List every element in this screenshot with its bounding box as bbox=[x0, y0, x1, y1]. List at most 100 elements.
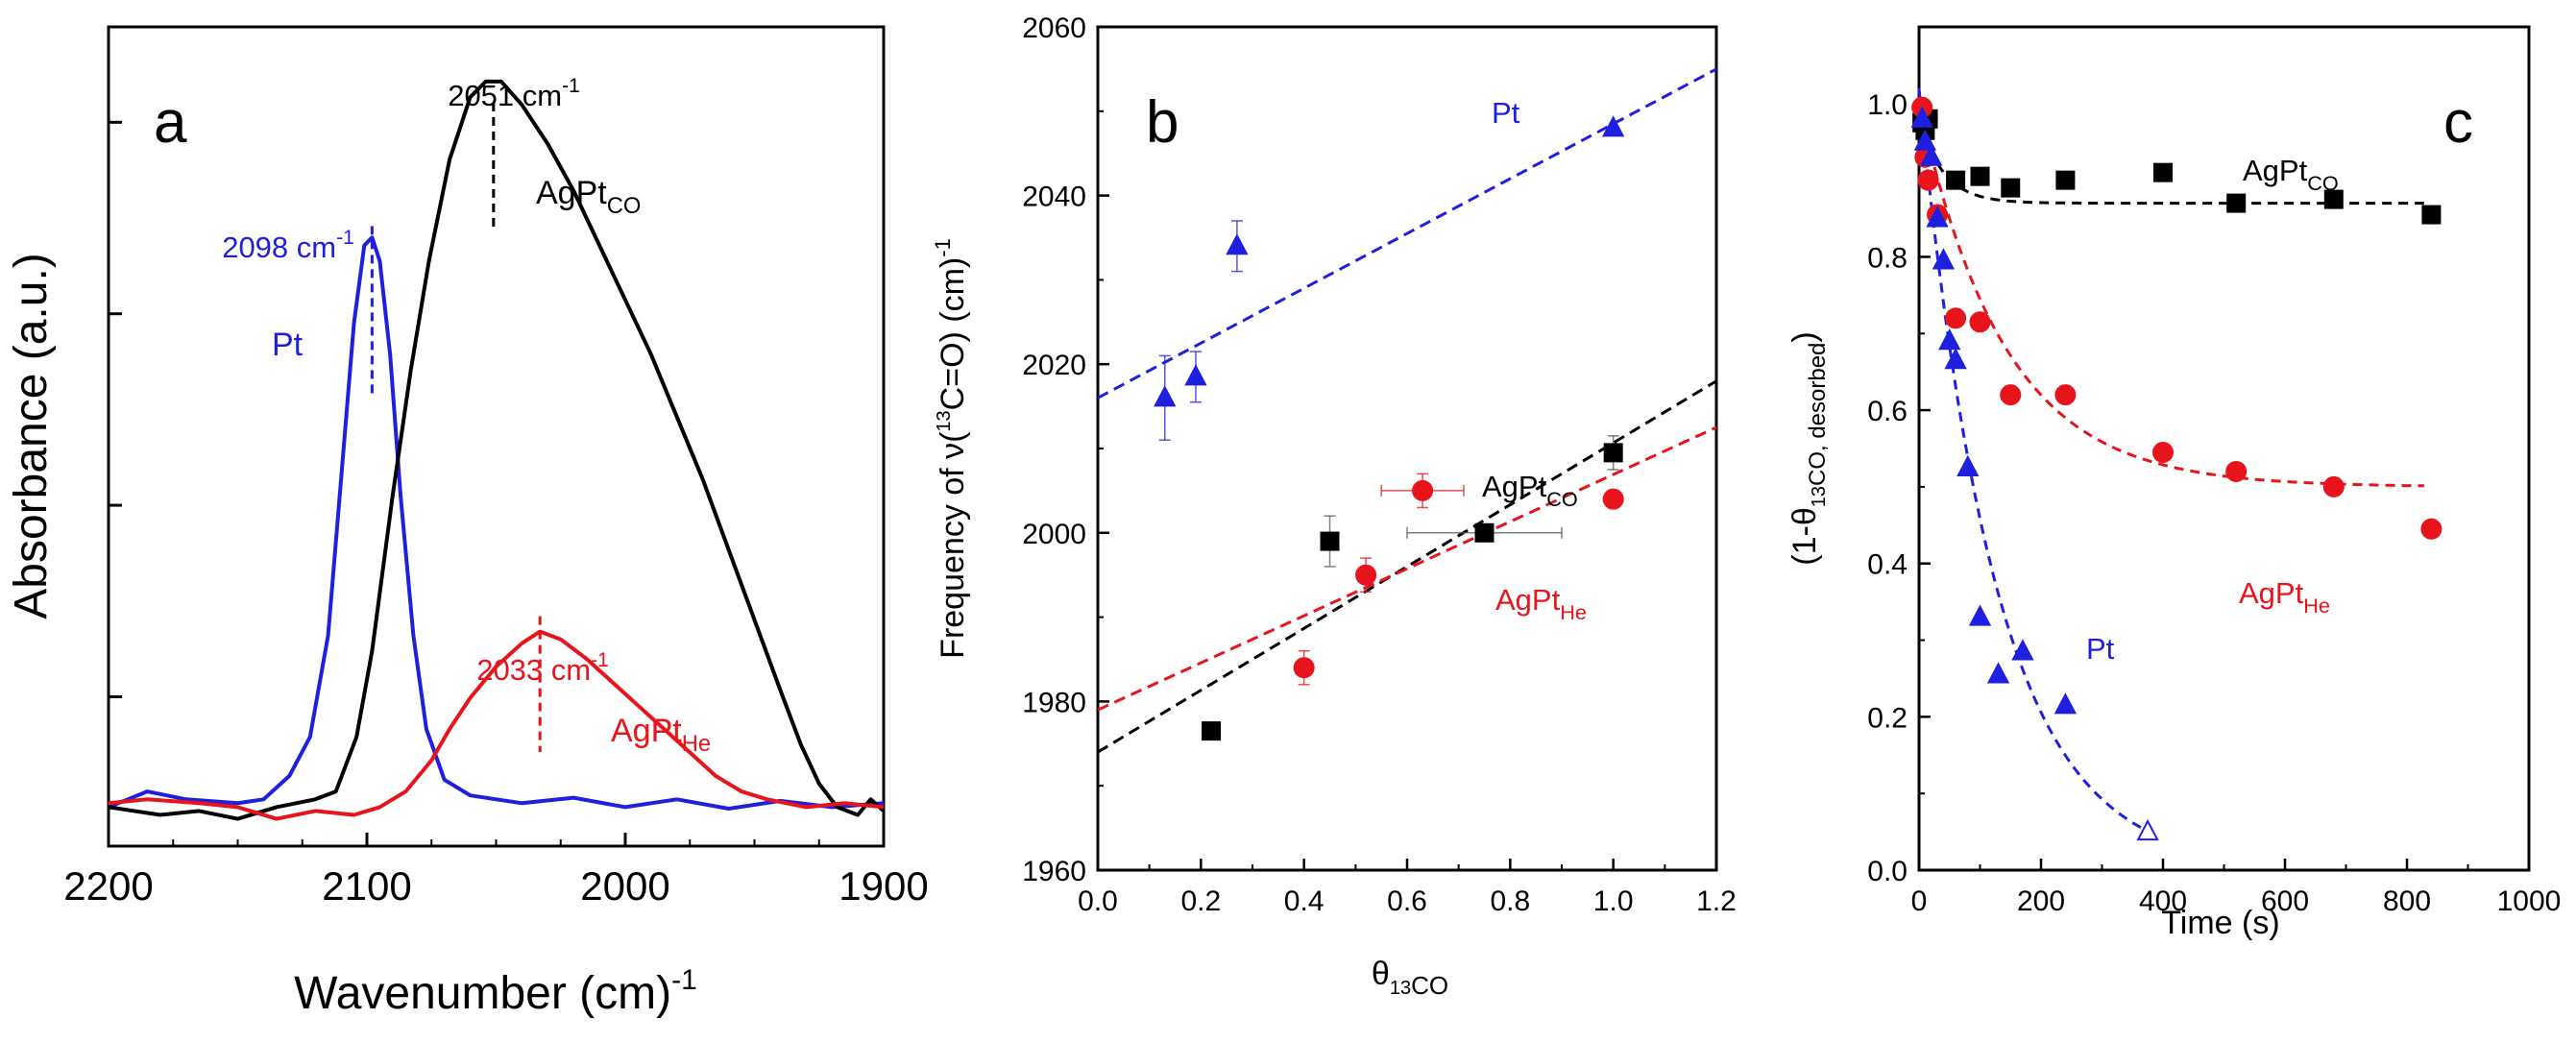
c-point-agpt-co bbox=[1946, 170, 1966, 190]
c-point-pt bbox=[1932, 248, 1956, 270]
a-peak-label: 2098 cm-1 bbox=[222, 227, 354, 264]
b-fit-agpt-he bbox=[1097, 425, 1717, 712]
a-peak-label-sup: -1 bbox=[591, 649, 609, 671]
c-point-pt bbox=[1944, 348, 1967, 370]
panel-c-x-ticks: 0 200 400 600 800 1000 bbox=[1911, 859, 2562, 917]
a-series-label: Pt bbox=[272, 327, 304, 363]
c-series-label-main: AgPt bbox=[2243, 154, 2308, 187]
c-point-pt bbox=[1986, 662, 2010, 684]
c-y-tick-label: 0.4 bbox=[1867, 549, 1908, 581]
a-peak-label-text: 2033 cm bbox=[476, 653, 591, 687]
b-x-tick-label: 0.2 bbox=[1180, 885, 1221, 917]
a-series-label-sub: He bbox=[682, 731, 711, 757]
c-x-tick-label: 600 bbox=[2261, 885, 2309, 917]
b-point-agpt-co bbox=[1320, 531, 1340, 551]
panel-b-y-axis-label: Frequency of ν(13C=O) (cm)-1 bbox=[931, 238, 971, 659]
c-x-tick-label: 400 bbox=[2139, 885, 2187, 917]
b-series-label-main: AgPt bbox=[1482, 470, 1547, 503]
b-y-tick-label: 1980 bbox=[1022, 687, 1086, 718]
c-y-tick-label: 1.0 bbox=[1867, 89, 1908, 121]
c-point-agpt-he bbox=[2000, 384, 2022, 406]
b-point-pt bbox=[1154, 385, 1177, 407]
panel-b-fit-lines bbox=[1097, 67, 1717, 754]
c-fit-pt bbox=[1917, 87, 2147, 832]
c-point-agpt-he bbox=[2225, 460, 2248, 482]
c-point-pt bbox=[1968, 604, 1992, 626]
a-series-label-main: Pt bbox=[272, 327, 304, 363]
b-y-tick-label: 1960 bbox=[1022, 856, 1086, 887]
panel-a-y-ticks bbox=[109, 120, 122, 698]
c-point-agpt-he bbox=[1945, 307, 1967, 329]
c-y-tick-label: 0.6 bbox=[1867, 396, 1908, 427]
a-series-label: AgPtHe bbox=[611, 713, 711, 757]
c-point-pt bbox=[2054, 692, 2078, 715]
a-series-agpt-co bbox=[108, 79, 886, 821]
c-series-label: AgPtHe bbox=[2239, 576, 2330, 618]
panel-b-letter: b bbox=[1146, 89, 1179, 156]
b-point-agpt-he bbox=[1602, 488, 1624, 510]
panel-c-letter: c bbox=[2443, 89, 2473, 156]
b-series-label-main: Pt bbox=[1492, 96, 1520, 130]
panel-a-x-axis-label: Wavenumber (cm)-1 bbox=[294, 964, 697, 1019]
a-x-tick-label: 2000 bbox=[580, 863, 669, 909]
b-x-tick-label: 1.0 bbox=[1593, 885, 1634, 917]
c-point-agpt-co bbox=[2226, 193, 2247, 213]
b-x-tick-label: 0.0 bbox=[1078, 885, 1118, 917]
a-series-label-main: AgPt bbox=[611, 713, 682, 749]
b-series-label: Pt bbox=[1492, 96, 1520, 130]
c-series-label-sub: He bbox=[2303, 594, 2330, 618]
panel-b-x-axis-label: θ13CO bbox=[1372, 956, 1448, 1000]
b-series-label-sub: He bbox=[1560, 600, 1587, 624]
panel-c: c 0 200 400 600 800 1000 0.0 0.2 0.4 0.6 0.8 1.0 A… bbox=[1786, 25, 2562, 941]
panel-a-frame bbox=[107, 25, 886, 848]
c-point-agpt-he bbox=[2420, 518, 2442, 540]
a-peak-label-sup: -1 bbox=[562, 75, 580, 97]
c-point-pt bbox=[1910, 106, 1933, 128]
panel-b-points bbox=[1154, 115, 1625, 741]
a-x-tick-label: 2100 bbox=[322, 863, 411, 909]
c-x-tick-label: 1000 bbox=[2497, 885, 2562, 917]
a-peak-label-sup: -1 bbox=[336, 227, 354, 249]
c-series-label: Pt bbox=[2086, 632, 2115, 666]
b-series-label-sub: CO bbox=[1546, 487, 1578, 511]
a-peak-label: 2051 cm-1 bbox=[448, 75, 580, 112]
c-point-agpt-co bbox=[2421, 205, 2442, 225]
b-y-tick-label: 2040 bbox=[1022, 182, 1086, 213]
c-x-tick-label: 200 bbox=[2017, 885, 2065, 917]
b-point-agpt-co bbox=[1603, 443, 1623, 463]
c-x-tick-label: 0 bbox=[1911, 885, 1928, 917]
a-series-label-main: AgPt bbox=[536, 175, 607, 211]
c-series-label-main: Pt bbox=[2086, 632, 2115, 666]
a-series-agpt-he bbox=[108, 629, 885, 821]
c-point-agpt-co bbox=[2153, 162, 2173, 182]
c-point-agpt-he bbox=[2322, 475, 2345, 497]
b-x-tick-label: 0.8 bbox=[1490, 885, 1530, 917]
c-point-pt bbox=[1956, 454, 1980, 476]
b-x-tick-label: 1.2 bbox=[1696, 885, 1737, 917]
b-y-tick-label: 2060 bbox=[1022, 12, 1086, 44]
c-point-pt bbox=[1938, 328, 1961, 351]
panel-b-frame bbox=[1096, 25, 1718, 872]
c-y-tick-label: 0.8 bbox=[1867, 242, 1908, 274]
c-fit-agpt-co bbox=[1917, 118, 2424, 206]
panel-c-fit-lines bbox=[1917, 87, 2424, 832]
c-point-agpt-co bbox=[2323, 189, 2344, 209]
c-fit-agpt-he bbox=[1917, 103, 2424, 488]
b-point-agpt-co bbox=[1202, 721, 1222, 741]
b-point-agpt-he bbox=[1412, 479, 1434, 501]
c-point-agpt-he bbox=[2152, 441, 2174, 463]
panel-b-x-ticks: 0.0 0.2 0.4 0.6 0.8 1.0 1.2 bbox=[1078, 859, 1737, 917]
c-series-label: AgPtCO bbox=[2243, 154, 2339, 195]
c-series-label-sub: CO bbox=[2307, 171, 2339, 195]
panel-c-x-axis-label: Time (s) bbox=[2161, 905, 2279, 941]
b-series-label: AgPtHe bbox=[1495, 583, 1587, 624]
b-point-agpt-he bbox=[1293, 657, 1315, 679]
c-point-pt bbox=[1920, 144, 1943, 166]
a-series-label-sub: CO bbox=[607, 193, 642, 219]
c-point-agpt-he bbox=[1917, 169, 1939, 191]
b-point-agpt-co bbox=[1474, 522, 1495, 543]
panel-a-series bbox=[108, 79, 886, 821]
c-point-pt bbox=[1926, 206, 1949, 228]
